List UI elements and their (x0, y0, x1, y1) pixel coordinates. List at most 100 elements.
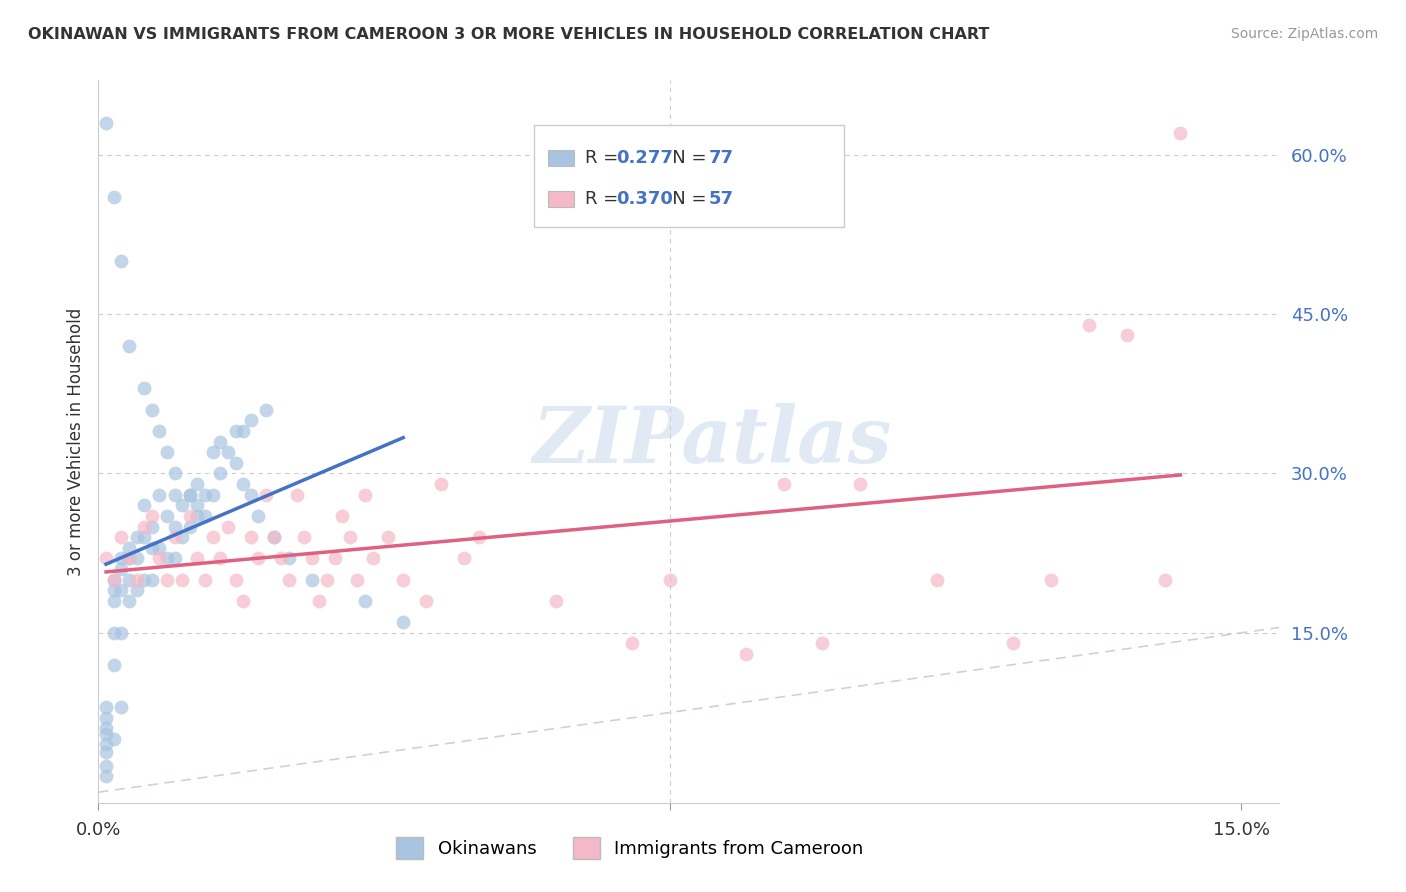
Point (301, 573, 323, 587)
Point (217, 519, 239, 533)
Point (110, 254, 132, 268)
Text: N =: N = (655, 190, 713, 208)
Point (392, 615, 415, 630)
Point (110, 551, 132, 566)
Point (270, 551, 292, 566)
Point (620, 636, 643, 650)
Point (94, 711, 117, 725)
Point (172, 573, 194, 587)
Point (225, 573, 247, 587)
Point (308, 594, 330, 608)
Point (134, 530, 156, 544)
Text: R =: R = (585, 149, 624, 167)
Point (103, 573, 125, 587)
Point (94, 116, 117, 130)
Point (110, 583, 132, 598)
Point (186, 508, 208, 523)
Point (103, 657, 125, 672)
Point (323, 551, 346, 566)
Point (186, 498, 208, 512)
Point (148, 424, 170, 438)
Text: ZIPatlas: ZIPatlas (533, 403, 893, 480)
Text: OKINAWAN VS IMMIGRANTS FROM CAMEROON 3 OR MORE VEHICLES IN HOUSEHOLD CORRELATION: OKINAWAN VS IMMIGRANTS FROM CAMEROON 3 O… (28, 27, 990, 42)
Point (209, 467, 232, 481)
Point (1001, 636, 1024, 650)
Point (377, 530, 399, 544)
Point (1154, 573, 1177, 587)
Point (103, 732, 125, 747)
Point (163, 467, 186, 481)
Point (209, 434, 232, 449)
Point (94, 769, 117, 783)
Point (110, 562, 132, 576)
Point (186, 477, 208, 491)
Point (658, 573, 681, 587)
Point (1078, 318, 1101, 332)
Point (148, 551, 170, 566)
Point (103, 594, 125, 608)
Text: 57: 57 (709, 190, 734, 208)
Point (103, 190, 125, 204)
Point (735, 647, 758, 661)
Point (179, 508, 201, 523)
Point (125, 551, 148, 566)
Point (247, 508, 270, 523)
Point (194, 508, 217, 523)
Point (263, 530, 285, 544)
Point (415, 594, 437, 608)
Point (179, 519, 201, 533)
Point (225, 424, 247, 438)
Point (110, 530, 132, 544)
Point (544, 594, 567, 608)
Point (118, 541, 141, 555)
Point (118, 339, 141, 353)
Point (141, 508, 163, 523)
Point (118, 594, 141, 608)
Point (392, 573, 415, 587)
Point (148, 488, 170, 502)
Point (201, 445, 224, 459)
Point (118, 551, 141, 566)
Point (94, 551, 117, 566)
Point (125, 573, 148, 587)
Point (125, 583, 148, 598)
Point (125, 530, 148, 544)
Text: N =: N = (655, 149, 713, 167)
Point (141, 402, 163, 417)
Point (430, 477, 453, 491)
Point (118, 551, 141, 566)
Point (292, 530, 315, 544)
Point (172, 498, 194, 512)
Point (316, 573, 339, 587)
Point (163, 530, 186, 544)
Point (285, 488, 308, 502)
Point (194, 573, 217, 587)
Point (254, 488, 277, 502)
Point (148, 541, 170, 555)
Point (156, 508, 179, 523)
Point (201, 530, 224, 544)
Point (163, 488, 186, 502)
Point (232, 594, 254, 608)
Point (232, 424, 254, 438)
Point (103, 583, 125, 598)
Point (277, 573, 299, 587)
Point (141, 573, 163, 587)
Point (110, 625, 132, 640)
Point (94, 737, 117, 751)
Point (179, 488, 201, 502)
Point (141, 519, 163, 533)
Point (468, 530, 491, 544)
Point (232, 477, 254, 491)
Point (217, 445, 239, 459)
Point (94, 727, 117, 741)
Point (1170, 127, 1192, 141)
Point (209, 551, 232, 566)
Point (263, 530, 285, 544)
Point (354, 594, 377, 608)
Point (330, 508, 353, 523)
Legend: Okinawans, Immigrants from Cameroon: Okinawans, Immigrants from Cameroon (389, 830, 870, 866)
Point (225, 456, 247, 470)
Point (134, 381, 156, 395)
Point (1039, 573, 1062, 587)
